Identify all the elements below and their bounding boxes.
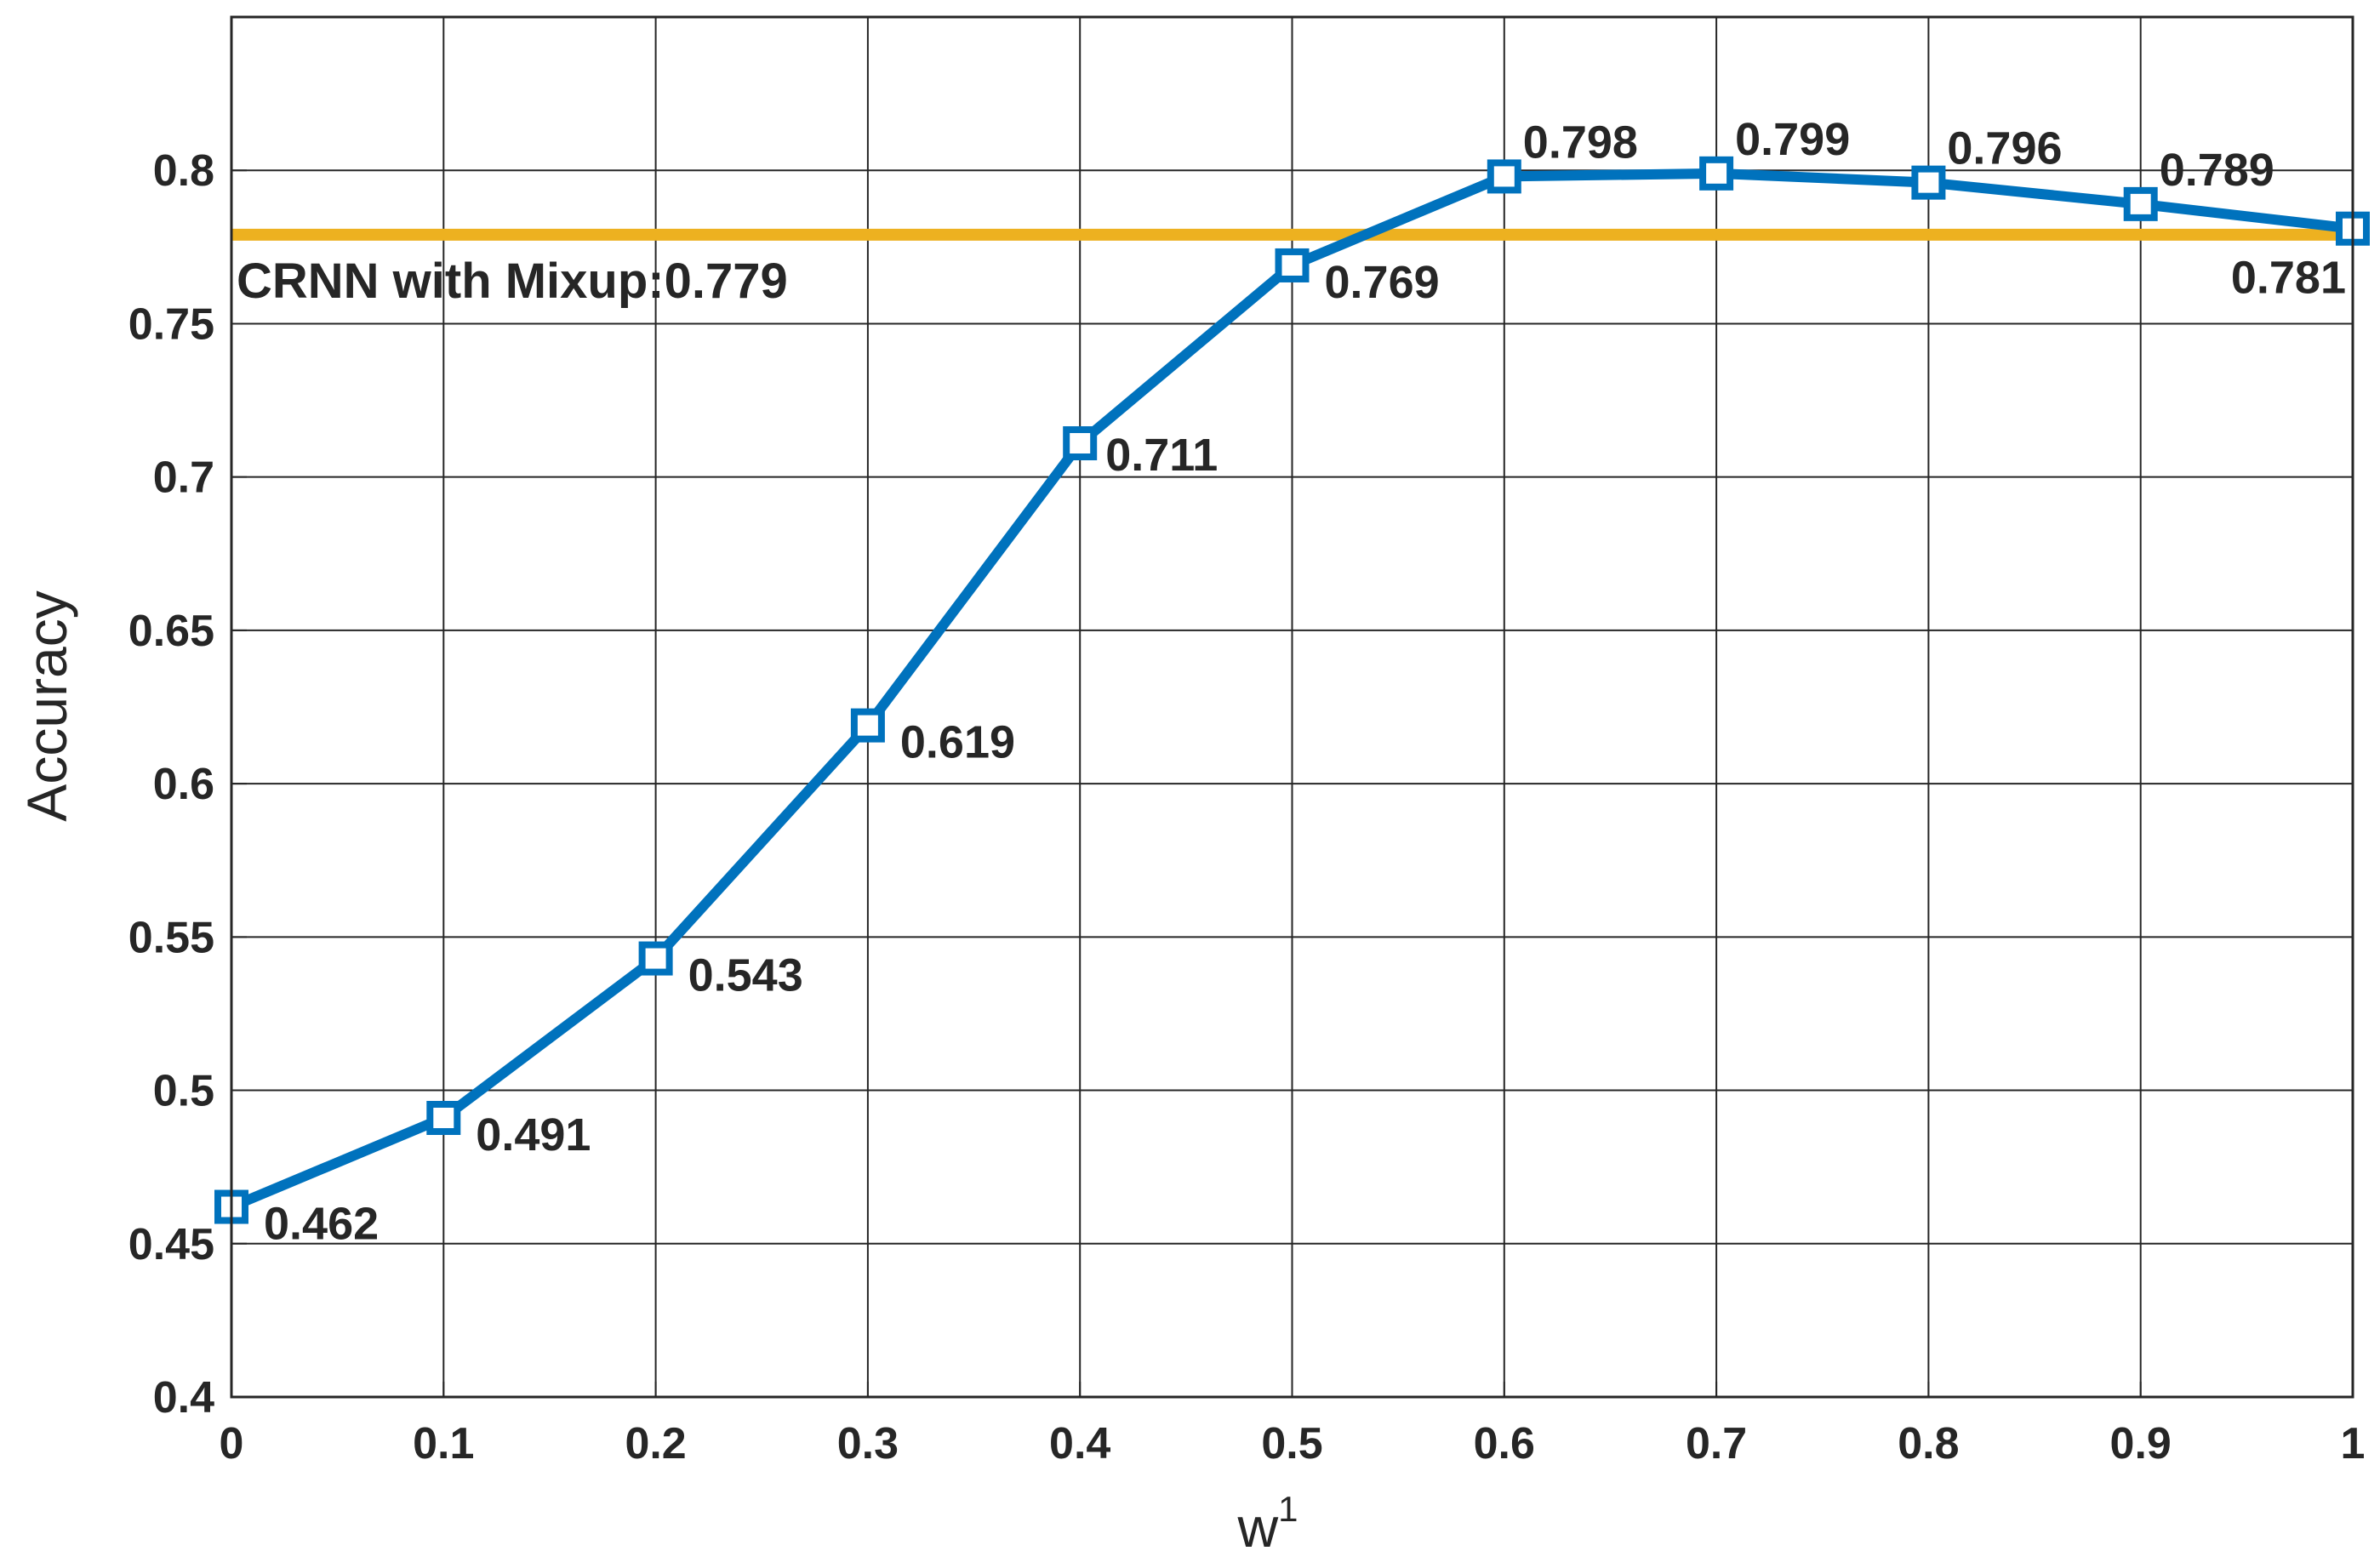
data-label: 0.462: [264, 1199, 379, 1250]
data-point-marker: [638, 941, 673, 976]
y-tick-label: 0.7: [153, 453, 214, 503]
x-tick-label: 0.2: [625, 1419, 686, 1468]
x-tick-label: 0.1: [413, 1419, 474, 1468]
x-tick-label: 0.3: [837, 1419, 899, 1468]
x-tick-label: 0.7: [1686, 1419, 1747, 1468]
reference-line-group: CRNN with Mixup:0.779: [231, 228, 2353, 309]
axes: 0 0.1 0.2 0.3 0.4 0.5 0.6 0.7 0.8 0.9 1 0.4 0.45 0.5 0…: [128, 15, 2366, 1468]
y-tick-label: 0.75: [128, 299, 214, 349]
axes-box: [230, 15, 2354, 1399]
data-labels-group: 0.462 0.491 0.543 0.619 0.711 0.769 0.798 0.799…: [264, 114, 2346, 1250]
x-tick-label: 1: [2341, 1419, 2366, 1468]
y-tick-label: 0.8: [153, 146, 214, 196]
reference-line-label: CRNN with Mixup:0.779: [237, 254, 788, 309]
data-point-marker: [850, 708, 885, 743]
data-label: 0.619: [900, 717, 1015, 768]
data-label: 0.769: [1325, 257, 1440, 308]
y-tick-label: 0.4: [153, 1373, 214, 1423]
data-point-marker: [1275, 248, 1310, 282]
x-axis-label-base: w: [1236, 1496, 1278, 1559]
data-label: 0.798: [1523, 117, 1638, 168]
x-tick-label: 0: [220, 1419, 244, 1468]
x-axis-label-superscript: 1: [1278, 1489, 1298, 1529]
data-label: 0.781: [2231, 253, 2346, 304]
data-label: 0.796: [1947, 123, 2062, 174]
x-tick-label: 0.5: [1261, 1419, 1322, 1468]
data-label: 0.789: [2160, 145, 2274, 196]
y-tick-label: 0.6: [153, 760, 214, 809]
data-label: 0.799: [1735, 114, 1850, 165]
x-tick-label: 0.6: [1474, 1419, 1535, 1468]
data-point-marker: [2123, 186, 2158, 221]
data-label: 0.543: [688, 950, 803, 1001]
data-point-marker: [1487, 159, 1521, 194]
y-tick-label: 0.55: [128, 913, 214, 962]
data-point-marker: [1699, 156, 1734, 191]
x-tick-label: 0.4: [1049, 1419, 1110, 1468]
data-point-marker: [1063, 426, 1098, 461]
data-label: 0.491: [476, 1109, 591, 1160]
x-axis-label: w1: [1236, 1489, 1298, 1559]
data-label: 0.711: [1105, 430, 1218, 481]
y-axis-label: Accuracy: [15, 590, 78, 821]
y-tick-label: 0.45: [128, 1220, 214, 1269]
x-tick-label: 0.8: [1898, 1419, 1959, 1468]
x-tick-label: 0.9: [2110, 1419, 2172, 1468]
series-group: [214, 156, 2370, 1224]
data-point-marker: [426, 1100, 461, 1135]
data-point-marker: [1911, 165, 1946, 200]
y-tick-label: 0.65: [128, 607, 214, 656]
grid: [231, 16, 2354, 1398]
y-tick-label: 0.5: [153, 1067, 214, 1116]
